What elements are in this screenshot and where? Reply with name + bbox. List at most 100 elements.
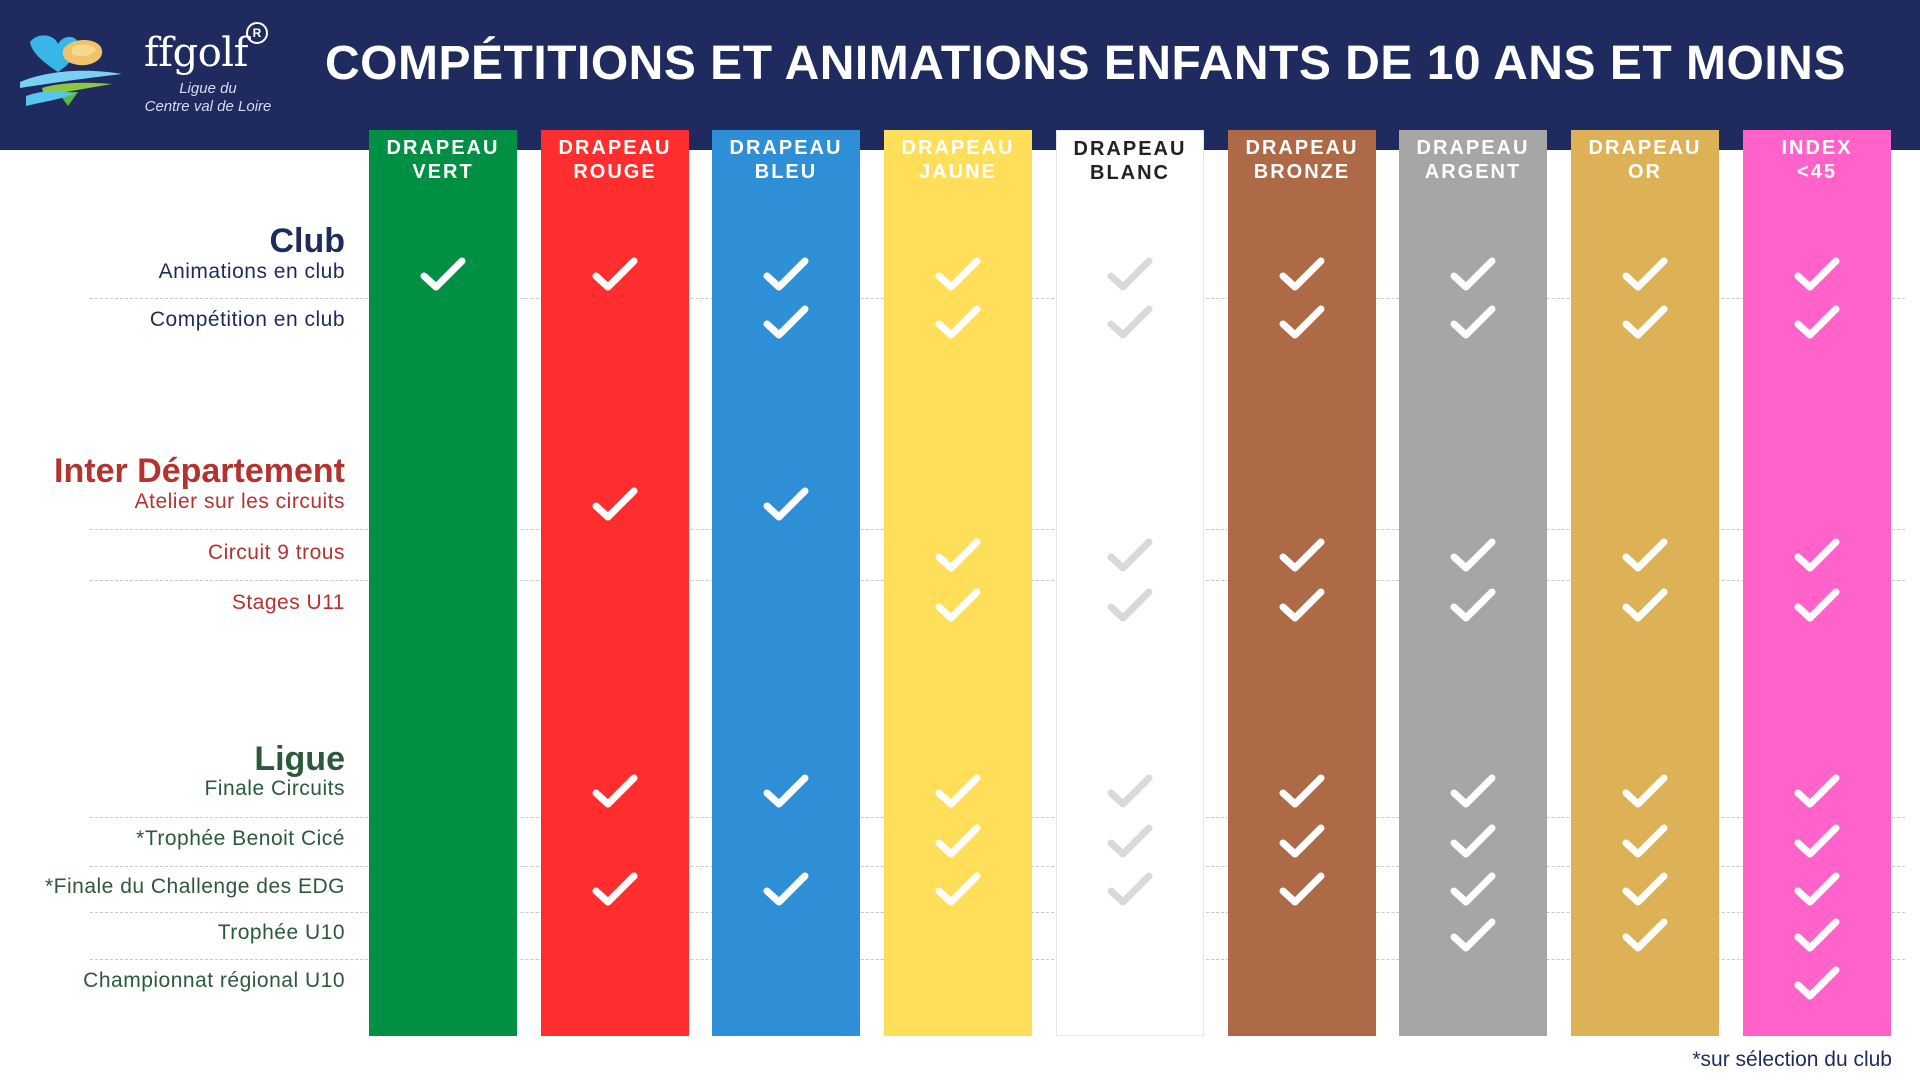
column-header: DRAPEAU ROUGE (541, 136, 689, 184)
league-line-1: Ligue du (179, 80, 237, 97)
column-header-line-2: ROUGE (573, 161, 657, 183)
checkmark-icon (1793, 821, 1841, 861)
checkmark-icon (1621, 821, 1669, 861)
section-title: Ligue (254, 740, 345, 778)
column-header-line-1: DRAPEAU (386, 137, 500, 159)
checkmark-icon (1449, 585, 1497, 625)
checkmark-icon (934, 254, 982, 294)
checkmark-icon (934, 535, 982, 575)
column-header-line-1: DRAPEAU (729, 137, 843, 159)
checkmark-icon (1793, 535, 1841, 575)
column-header: DRAPEAU BLANC (1057, 137, 1203, 185)
column-header-line-1: INDEX (1781, 137, 1853, 159)
row-label: Trophée U10 (217, 921, 345, 944)
column-header-line-2: BRONZE (1253, 161, 1351, 183)
checkmark-icon (934, 585, 982, 625)
checkmark-icon (419, 254, 467, 294)
column-header-line-1: DRAPEAU (1073, 138, 1187, 160)
checkmark-icon (1793, 254, 1841, 294)
checkmark-icon (762, 254, 810, 294)
column-header-line-2: BLANC (1090, 162, 1170, 184)
league-line-2: Centre val de Loire (144, 98, 272, 115)
checkmark-icon (1793, 869, 1841, 909)
column-header-line-2: ARGENT (1424, 161, 1522, 183)
checkmark-icon (1106, 254, 1154, 294)
header-banner: ffgolf R Ligue du Centre val de Loire CO… (0, 0, 1920, 150)
checkmark-icon (1793, 771, 1841, 811)
checkmark-icon (1621, 302, 1669, 342)
checkmark-icon (1278, 535, 1326, 575)
column-header-line-1: DRAPEAU (1416, 137, 1530, 159)
checkmark-icon (934, 821, 982, 861)
checkmark-icon (934, 302, 982, 342)
checkmark-icon (1449, 302, 1497, 342)
page-title: COMPÉTITIONS ET ANIMATIONS ENFANTS DE 10… (325, 37, 1846, 90)
footnote: *sur sélection du club (1692, 1048, 1892, 1071)
row-label: Animations en club (158, 260, 345, 283)
checkmark-icon (1106, 585, 1154, 625)
column-header: DRAPEAU BLEU (712, 136, 860, 184)
row-label: Compétition en club (149, 308, 345, 331)
row-label: Atelier sur les circuits (134, 490, 345, 513)
checkmark-icon (1106, 535, 1154, 575)
checkmark-icon (1278, 302, 1326, 342)
column-header-line-1: DRAPEAU (558, 137, 672, 159)
checkmark-icon (934, 869, 982, 909)
checkmark-icon (934, 771, 982, 811)
row-label: Finale Circuits (204, 777, 345, 800)
checkmark-icon (1278, 821, 1326, 861)
checkmark-icon (1106, 302, 1154, 342)
checkmark-icon (1621, 535, 1669, 575)
checkmark-icon (1621, 585, 1669, 625)
checkmark-icon (1621, 869, 1669, 909)
checkmark-icon (1621, 254, 1669, 294)
column-header-line-2: JAUNE (919, 161, 997, 183)
checkmark-icon (762, 771, 810, 811)
row-label: Circuit 9 trous (207, 541, 345, 564)
column-header-line-1: DRAPEAU (901, 137, 1015, 159)
row-label: *Finale du Challenge des EDG (44, 875, 345, 898)
column-header: DRAPEAU BRONZE (1228, 136, 1376, 184)
checkmark-icon (1106, 821, 1154, 861)
column-header: DRAPEAU VERT (369, 136, 517, 184)
checkmark-icon (1449, 535, 1497, 575)
checkmark-icon (1793, 585, 1841, 625)
league-name: Ligue du Centre val de Loire (128, 80, 288, 116)
ffgolf-logo: ffgolf R Ligue du Centre val de Loire (18, 22, 271, 122)
checkmark-icon (762, 869, 810, 909)
checkmark-icon (591, 254, 639, 294)
column-header: DRAPEAU JAUNE (884, 136, 1032, 184)
column-header-line-2: <45 (1797, 161, 1837, 183)
checkmark-icon (1793, 302, 1841, 342)
checkmark-icon (1278, 771, 1326, 811)
column-header-line-2: BLEU (754, 161, 818, 183)
registered-mark-icon: R (246, 22, 268, 44)
checkmark-icon (1449, 869, 1497, 909)
column-header-line-2: VERT (412, 161, 474, 183)
row-label: Stages U11 (231, 591, 345, 614)
brand-name: ffgolf (144, 30, 248, 76)
checkmark-icon (1621, 915, 1669, 955)
checkmark-icon (1621, 771, 1669, 811)
golfer-figure-icon (20, 35, 122, 106)
section-title: Club (269, 222, 345, 260)
checkmark-icon (1106, 771, 1154, 811)
checkmark-icon (1449, 915, 1497, 955)
column-header-line-1: DRAPEAU (1588, 137, 1702, 159)
checkmark-icon (1106, 869, 1154, 909)
checkmark-icon (1449, 771, 1497, 811)
checkmark-icon (1793, 963, 1841, 1003)
column-header: DRAPEAU OR (1571, 136, 1719, 184)
column-header-line-2: OR (1628, 161, 1662, 183)
section-title: Inter Département (54, 452, 345, 490)
column-header: DRAPEAU ARGENT (1399, 136, 1547, 184)
checkmark-icon (762, 484, 810, 524)
column-header: INDEX <45 (1743, 136, 1891, 184)
checkmark-icon (1278, 585, 1326, 625)
column-header-line-1: DRAPEAU (1245, 137, 1359, 159)
checkmark-icon (1278, 254, 1326, 294)
checkmark-icon (1278, 869, 1326, 909)
checkmark-icon (762, 302, 810, 342)
checkmark-icon (1449, 821, 1497, 861)
row-label: Championnat régional U10 (83, 969, 345, 992)
